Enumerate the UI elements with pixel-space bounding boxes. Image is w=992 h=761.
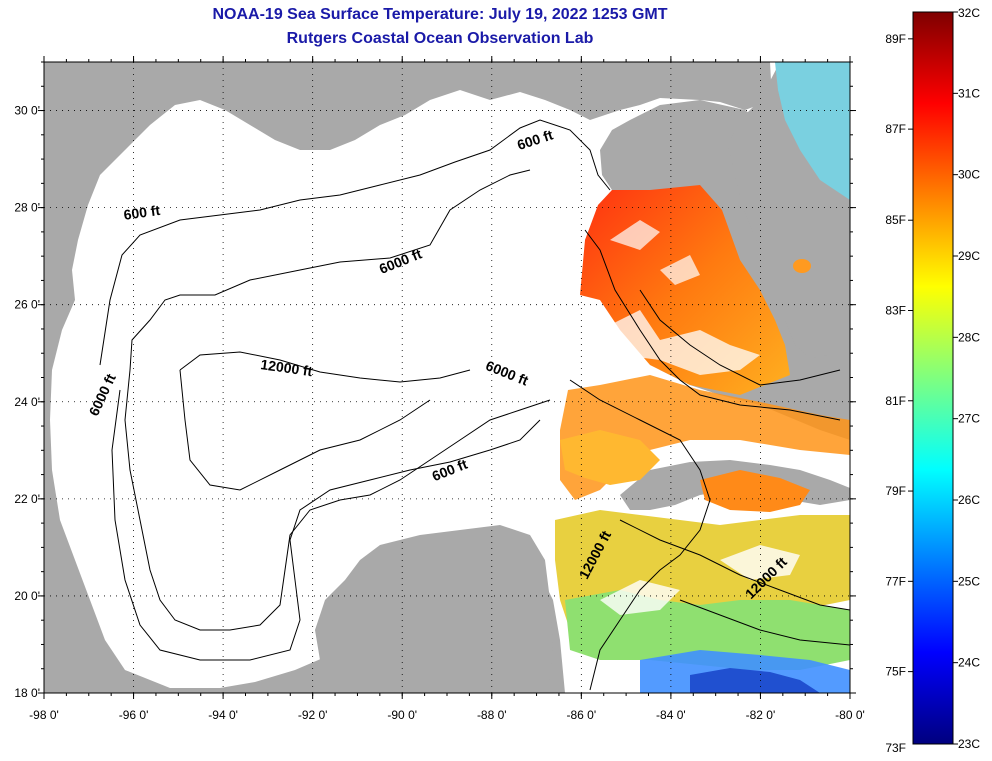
colorbar-c-label: 31C	[958, 86, 980, 100]
colorbar-c-label: 32C	[958, 6, 980, 20]
colorbar-c-label: 23C	[958, 737, 980, 751]
colorbar-f-label: 89F	[885, 32, 906, 46]
colorbar-c-label: 29C	[958, 249, 980, 263]
contour-6000ft	[129, 169, 531, 371]
contour-12000ft-inner	[179, 369, 431, 491]
lon-tick-label: -84 0'	[656, 708, 686, 722]
colorbar-f-label: 85F	[885, 213, 906, 227]
colorbar-c-label: 24C	[958, 656, 980, 670]
longitude-axis: -98 0' -96 0' -94 0' -92 0' -90 0' -88 0' -86 …	[29, 56, 865, 722]
contour-east-4	[679, 599, 850, 646]
colorbar-f-label: 81F	[885, 394, 906, 408]
contour-label: 600 ft	[123, 202, 162, 223]
colorbar-c-label: 25C	[958, 574, 980, 588]
colorbar-f-label: 83F	[885, 303, 906, 317]
colorbar-c-label: 30C	[958, 168, 980, 182]
lat-tick-label: 28 0'	[14, 201, 40, 215]
colorbar-fahrenheit-labels: 89F 87F 85F 83F 81F 79F 77F 75F 73F	[885, 32, 913, 755]
lon-tick-label: -82 0'	[746, 708, 776, 722]
lat-tick-label: 24 0'	[14, 395, 40, 409]
lon-tick-label: -86 0'	[567, 708, 597, 722]
lon-tick-label: -94 0'	[208, 708, 238, 722]
lon-tick-label: -98 0'	[29, 708, 59, 722]
latitude-axis: 18 0' 20 0' 22 0' 24 0' 26 0' 28 0' 30 0'	[14, 61, 856, 700]
lat-tick-label: 22 0'	[14, 492, 40, 506]
bathymetry-contours	[99, 119, 850, 691]
lon-tick-label: -96 0'	[119, 708, 149, 722]
map-title: NOAA-19 Sea Surface Temperature: July 19…	[212, 6, 668, 23]
lon-tick-label: -88 0'	[477, 708, 507, 722]
contour-florida-shelf	[639, 289, 841, 386]
contour-6000ft-west	[124, 369, 551, 631]
colorbar	[912, 11, 954, 745]
colorbar-f-label: 77F	[885, 574, 906, 588]
lon-tick-label: -80 0'	[835, 708, 865, 722]
map-gridlines	[44, 62, 850, 693]
map-area	[44, 62, 850, 693]
map-subtitle: Rutgers Coastal Ocean Observation Lab	[286, 30, 594, 47]
contour-east-3	[619, 519, 850, 611]
colorbar-f-label: 87F	[885, 122, 906, 136]
colorbar-celsius-labels: 32C 31C 30C 29C 28C 27C 26C 25C 24C 23C	[953, 6, 980, 751]
colorbar-c-label: 26C	[958, 493, 980, 507]
contour-600ft	[99, 119, 611, 366]
lat-tick-label: 26 0'	[14, 298, 40, 312]
lon-tick-label: -90 0'	[387, 708, 417, 722]
colorbar-f-label: 75F	[885, 665, 906, 679]
lat-tick-label: 20 0'	[14, 589, 40, 603]
colorbar-c-label: 27C	[958, 412, 980, 426]
lon-tick-label: -92 0'	[298, 708, 328, 722]
contour-east-2	[569, 379, 711, 691]
colorbar-f-label: 73F	[885, 741, 906, 755]
lat-tick-label: 30 0'	[14, 104, 40, 118]
yucatan-land	[315, 525, 553, 693]
colorbar-c-label: 28C	[958, 330, 980, 344]
contour-east-1	[584, 229, 841, 421]
contour-600ft-south	[111, 389, 541, 661]
lat-tick-label: 18 0'	[14, 686, 40, 700]
contour-label: 12000 ft	[260, 356, 314, 379]
colorbar-f-label: 79F	[885, 484, 906, 498]
contour-12000ft	[179, 351, 471, 383]
